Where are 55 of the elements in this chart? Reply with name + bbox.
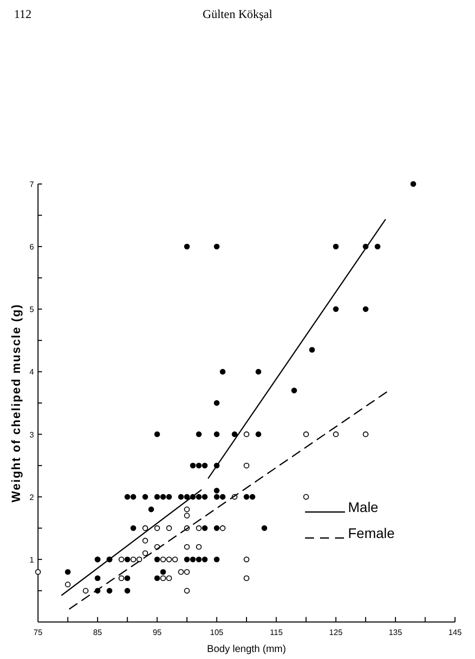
- point: [244, 431, 250, 438]
- point: [362, 431, 368, 438]
- point: [196, 525, 202, 531]
- point: [184, 512, 190, 518]
- x-tick-label: 95: [152, 628, 162, 637]
- point: [184, 569, 190, 575]
- point: [184, 544, 190, 550]
- point: [303, 494, 309, 500]
- x-tick-label: 85: [93, 628, 103, 637]
- point: [244, 462, 250, 468]
- point: [333, 431, 339, 438]
- point: [172, 556, 178, 562]
- point: [118, 575, 124, 582]
- y-tick-label: 1: [30, 555, 35, 564]
- point: [82, 588, 89, 594]
- legend-label: Female: [348, 525, 395, 541]
- point: [64, 582, 71, 588]
- point: [142, 550, 148, 556]
- legend-label: Male: [348, 499, 379, 515]
- x-tick-label: 105: [210, 628, 224, 637]
- point: [166, 525, 172, 531]
- point: [244, 575, 250, 582]
- point: [136, 556, 142, 562]
- x-tick-label: 75: [34, 628, 43, 637]
- point: [184, 588, 190, 594]
- x-tick-label: 125: [329, 628, 344, 637]
- text: 112: [14, 7, 32, 21]
- x-tick-label: 145: [448, 628, 462, 637]
- text: Gülten Kökşal: [202, 7, 273, 21]
- x-axis-title: Body length (mm): [207, 644, 286, 655]
- point: [303, 431, 309, 438]
- y-tick-label: 2: [30, 492, 35, 502]
- x-tick-label: 115: [270, 628, 284, 637]
- y-axis-title: Weight of cheliped muscle (g): [9, 304, 23, 502]
- x-tick-label: 135: [388, 628, 403, 637]
- point: [160, 556, 166, 562]
- y-tick-label: 7: [30, 180, 35, 189]
- point: [154, 525, 160, 531]
- point: [166, 556, 172, 562]
- y-tick-label: 5: [30, 305, 35, 314]
- point: [220, 525, 226, 531]
- y-tick-label: 3: [30, 430, 35, 440]
- point: [35, 569, 41, 575]
- point: [142, 538, 148, 544]
- point: [184, 506, 190, 512]
- point: [160, 575, 166, 582]
- point: [142, 525, 148, 531]
- point: [118, 556, 124, 562]
- point: [178, 569, 184, 575]
- y-tick-label: 6: [30, 242, 35, 252]
- point: [196, 544, 202, 550]
- point: [130, 556, 136, 562]
- point: [166, 575, 172, 582]
- point: [244, 556, 250, 562]
- y-tick-label: 4: [30, 368, 35, 377]
